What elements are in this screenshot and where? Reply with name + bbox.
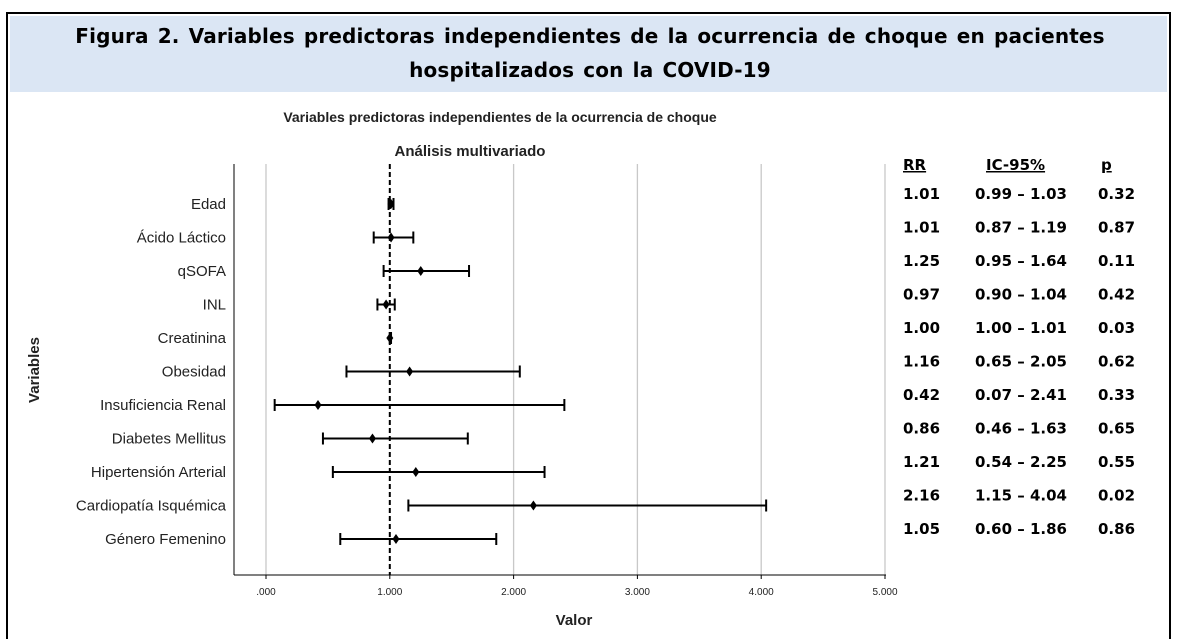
table-cell-p: 0.42 [1098, 286, 1135, 304]
table-cell-ci: 0.87 – 1.19 [975, 219, 1067, 237]
table-cell-p: 0.11 [1098, 252, 1135, 270]
point-estimate [412, 467, 420, 477]
y-category-label: Insuficiencia Renal [100, 397, 226, 414]
table-cell-ci: 0.54 – 2.25 [975, 453, 1067, 471]
forest-row [387, 198, 395, 210]
y-category-label: Diabetes Mellitus [112, 431, 226, 448]
axis-layer: .000 1.000 2.000 3.000 4.000 5.000 [233, 164, 898, 598]
y-category-label: Género Femenino [105, 531, 226, 548]
chart-title: Variables predictoras independientes de … [283, 109, 717, 125]
table-cell-ci: 1.15 – 4.04 [975, 487, 1067, 505]
table-cell-ci: 0.07 – 2.41 [975, 386, 1067, 404]
table-header-p: p [1101, 156, 1112, 174]
table-cell-rr: 0.42 [903, 386, 940, 404]
table-cell-rr: 1.25 [903, 252, 940, 270]
y-category-label: Obesidad [162, 364, 226, 381]
forest-row [386, 332, 394, 344]
forest-row [407, 499, 768, 512]
x-axis-label: Valor [556, 612, 593, 629]
point-estimate [387, 199, 395, 209]
y-category-label: INL [203, 297, 226, 314]
table-cell-p: 0.86 [1098, 520, 1135, 538]
table-cell-p: 0.02 [1098, 487, 1135, 505]
x-tick-label: 2.000 [501, 587, 526, 598]
grid-layer [265, 164, 886, 575]
point-estimate [314, 400, 322, 410]
x-tick-label: 1.000 [377, 587, 402, 598]
results-table: 1.01 0.99 – 1.03 0.32 1.01 0.87 – 1.19 0.87 1.… [903, 185, 1135, 538]
table-cell-rr: 2.16 [903, 487, 940, 505]
point-estimate [386, 333, 394, 343]
forest-row [376, 298, 396, 311]
point-estimate [417, 266, 425, 276]
forest-row [372, 231, 415, 244]
table-header-rr: RR [903, 156, 927, 174]
table-cell-p: 0.03 [1098, 319, 1135, 337]
figure-title-band: Figura 2. Variables predictoras independ… [10, 16, 1167, 92]
point-estimate [529, 500, 537, 511]
y-category-label: Creatinina [158, 330, 227, 347]
y-category-label: Hipertensión Arterial [91, 464, 226, 481]
chart-subtitle: Análisis multivariado [395, 143, 546, 160]
point-estimate [387, 232, 395, 243]
forest-row [321, 432, 469, 445]
table-cell-rr: 1.21 [903, 453, 940, 471]
forest-row [339, 533, 498, 545]
table-cell-p: 0.87 [1098, 219, 1135, 237]
labels-layer: Edad Ácido Láctico qSOFA INL Creatinina Obesi… [76, 196, 227, 548]
table-cell-ci: 0.90 – 1.04 [975, 286, 1067, 304]
table-cell-ci: 0.99 – 1.03 [975, 185, 1067, 203]
table-cell-rr: 0.97 [903, 286, 940, 304]
table-cell-ci: 1.00 – 1.01 [975, 319, 1067, 337]
table-cell-p: 0.65 [1098, 420, 1135, 438]
y-category-label: qSOFA [178, 263, 226, 280]
table-cell-rr: 1.16 [903, 353, 940, 371]
point-estimate [406, 366, 414, 377]
table-cell-rr: 1.01 [903, 219, 940, 237]
point-estimate [392, 534, 400, 544]
forest-row [345, 365, 521, 378]
table-cell-p: 0.62 [1098, 353, 1135, 371]
point-estimate [368, 433, 376, 444]
table-header-ci: IC-95% [986, 156, 1045, 174]
table-cell-ci: 0.46 – 1.63 [975, 420, 1067, 438]
table-cell-p: 0.33 [1098, 386, 1135, 404]
table-cell-ci: 0.95 – 1.64 [975, 252, 1067, 270]
table-cell-rr: 0.86 [903, 420, 940, 438]
table-cell-rr: 1.00 [903, 319, 940, 337]
figure-title: Figura 2. Variables predictoras independ… [75, 24, 1105, 82]
y-axis-label: Variables [26, 337, 43, 403]
table-cell-p: 0.55 [1098, 453, 1135, 471]
table-cell-ci: 0.65 – 2.05 [975, 353, 1067, 371]
marks-layer [273, 198, 768, 545]
point-estimate [382, 299, 390, 310]
x-tick-label: 4.000 [749, 587, 774, 598]
table-cell-rr: 1.01 [903, 185, 940, 203]
y-category-label: Cardiopatía Isquémica [76, 498, 227, 515]
forest-row [273, 399, 566, 411]
y-category-label: Ácido Láctico [137, 230, 226, 247]
x-tick-label: .000 [256, 587, 276, 598]
figure-frame: Figura 2. Variables predictoras independ… [6, 12, 1171, 639]
x-tick-label: 5.000 [872, 587, 897, 598]
table-cell-ci: 0.60 – 1.86 [975, 520, 1067, 538]
table-cell-p: 0.32 [1098, 185, 1135, 203]
table-cell-rr: 1.05 [903, 520, 940, 538]
forest-row [382, 265, 471, 277]
y-category-label: Edad [191, 196, 226, 213]
x-tick-label: 3.000 [625, 587, 650, 598]
forest-row [331, 466, 546, 478]
